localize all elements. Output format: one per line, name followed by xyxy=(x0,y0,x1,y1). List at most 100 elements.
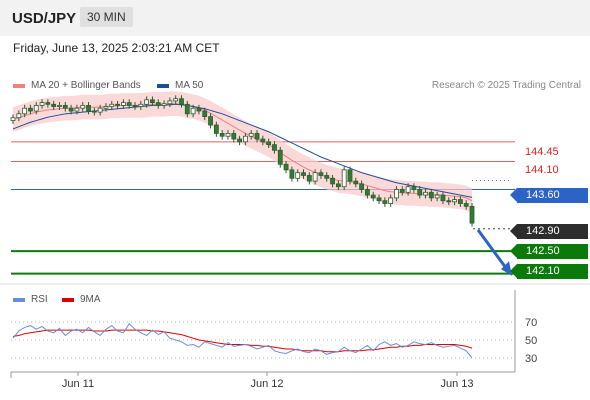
x-tick-label: Jun 11 xyxy=(62,378,94,390)
candle-body xyxy=(411,186,417,190)
candle-body xyxy=(417,189,423,196)
candle-body xyxy=(144,99,150,105)
candle-body xyxy=(399,189,405,193)
level-tag-142-10: 142.10 xyxy=(510,264,588,279)
ma50-line xyxy=(12,103,473,198)
candle-body xyxy=(306,175,312,182)
candle-body xyxy=(57,105,62,107)
candle-body xyxy=(161,103,167,106)
candle-body xyxy=(138,103,144,107)
level-144-45: 144.45 xyxy=(525,146,559,158)
candle-body xyxy=(86,105,91,112)
candle-body xyxy=(463,203,469,207)
candle-body xyxy=(295,172,301,179)
candle-body xyxy=(225,133,231,137)
candle-body xyxy=(434,194,440,199)
forecast-arrow xyxy=(476,228,508,269)
candle-body xyxy=(115,103,120,106)
rsi-tick-label: 30 xyxy=(525,353,537,365)
candle-body xyxy=(39,102,45,106)
candle-body xyxy=(289,169,295,179)
candle-body xyxy=(213,124,219,134)
datetime-label: Friday, June 13, 2025 2:03:21 AM CET xyxy=(13,41,220,55)
candle-body xyxy=(91,110,97,113)
candle-body xyxy=(266,141,272,146)
candle-body xyxy=(231,133,237,140)
candle-body xyxy=(365,189,370,196)
candle-body xyxy=(277,149,283,165)
candle-body xyxy=(150,99,155,104)
level-144-10: 144.10 xyxy=(525,164,559,176)
candle-body xyxy=(382,200,388,204)
candle-body xyxy=(388,197,394,204)
rsi-tick-label: 70 xyxy=(525,317,537,329)
credit-text: Research © 2025 Trading Central xyxy=(431,80,581,91)
candle-body xyxy=(330,177,335,185)
candle-body xyxy=(353,180,359,185)
candle-body xyxy=(173,98,179,102)
legend-rsi: RSI xyxy=(13,294,48,305)
candle-body xyxy=(312,172,318,182)
level-tag-143-60: 143.60 xyxy=(510,188,588,203)
candle-body xyxy=(45,102,51,105)
x-tick-label: Jun 12 xyxy=(250,378,283,390)
candle-body xyxy=(335,183,341,188)
ma9-swatch xyxy=(62,297,74,302)
legend-9ma: 9MA xyxy=(62,294,101,305)
candle-body xyxy=(283,163,289,171)
candle-body xyxy=(219,133,225,137)
ma50-swatch xyxy=(157,83,169,88)
candle-body xyxy=(248,133,254,137)
candle-body xyxy=(10,117,16,121)
candle-body xyxy=(202,110,208,118)
rsi-swatch xyxy=(13,297,25,302)
candle-body xyxy=(457,199,463,204)
legend-ma50: MA 50 xyxy=(157,80,203,91)
forecast-arrowhead xyxy=(501,261,512,276)
candle-body xyxy=(80,105,86,109)
candle-body xyxy=(423,191,428,196)
candle-body xyxy=(74,107,80,112)
candle-body xyxy=(452,199,457,203)
candle-body xyxy=(446,200,452,203)
candle-body xyxy=(179,98,184,105)
candle-body xyxy=(22,107,28,115)
x-tick-label: Jun 13 xyxy=(440,378,473,390)
candle-body xyxy=(301,172,306,176)
candle-body xyxy=(51,103,57,107)
candle-body xyxy=(33,105,39,112)
legend-ma20-label: MA 20 + Bollinger Bands xyxy=(31,80,141,91)
candle-body xyxy=(376,197,382,202)
candle-body xyxy=(260,138,266,143)
candle-body xyxy=(28,107,33,112)
chart-header: USD/JPY 30 MIN xyxy=(0,0,590,36)
legend-rsi-label: RSI xyxy=(31,294,48,305)
candle-body xyxy=(103,106,109,109)
candle-body xyxy=(184,103,190,115)
legend-ma50-label: MA 50 xyxy=(175,80,204,91)
candle-body xyxy=(237,138,242,143)
candle-body xyxy=(272,144,277,151)
candle-body xyxy=(428,191,434,199)
candle-body xyxy=(97,107,103,113)
candle-body xyxy=(62,105,68,109)
candle-body xyxy=(109,103,115,107)
candle-body xyxy=(324,175,330,179)
legend-9ma-label: 9MA xyxy=(80,294,101,305)
candle-body xyxy=(68,107,74,112)
candle-body xyxy=(394,189,399,199)
candle-body xyxy=(132,105,138,107)
rsi-tick-label: 50 xyxy=(525,335,537,347)
legend-ma20: MA 20 + Bollinger Bands xyxy=(13,80,141,91)
ma20-swatch xyxy=(13,83,25,88)
candle-body xyxy=(126,102,132,106)
symbol-label: USD/JPY xyxy=(12,10,77,27)
candle-body xyxy=(405,186,411,193)
candle-body xyxy=(347,169,353,182)
timeframe-button[interactable]: 30 MIN xyxy=(80,7,133,27)
candle-body xyxy=(196,107,202,112)
candle-body xyxy=(120,102,126,106)
current-price-tag: 142.90 xyxy=(510,224,588,239)
candle-body xyxy=(155,102,161,106)
